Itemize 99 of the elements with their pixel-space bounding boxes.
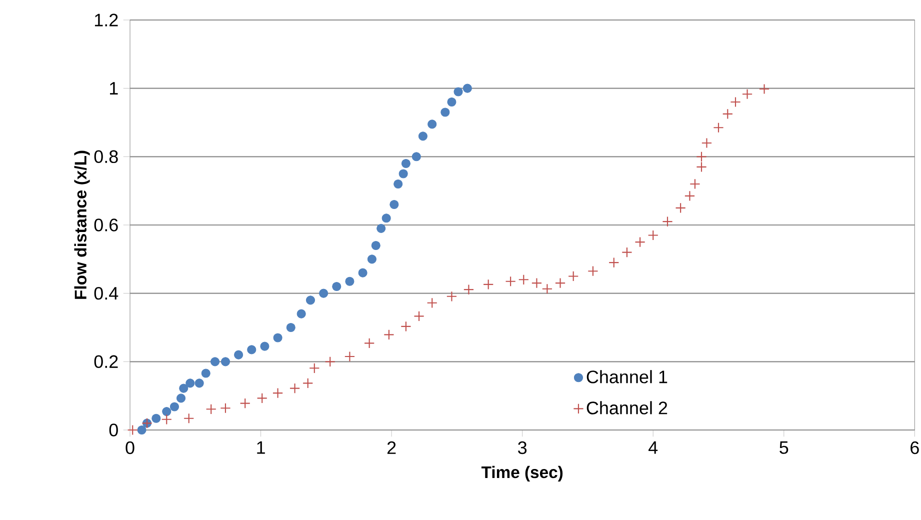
point <box>418 132 428 141</box>
point <box>176 394 186 403</box>
point <box>462 84 472 93</box>
point <box>184 413 194 424</box>
point <box>358 268 368 278</box>
point <box>398 169 408 178</box>
point <box>247 345 256 354</box>
point <box>186 378 195 388</box>
point <box>463 284 474 295</box>
y-tick-label: 0.6 <box>94 218 118 232</box>
point <box>554 278 566 288</box>
point <box>137 425 146 435</box>
point <box>505 276 516 287</box>
point <box>730 96 741 108</box>
point <box>324 356 336 367</box>
point <box>675 202 686 214</box>
point <box>426 298 438 308</box>
point <box>713 122 724 133</box>
point <box>390 200 399 210</box>
point <box>170 402 180 412</box>
point <box>690 178 700 190</box>
x-tick-label: 5 <box>780 441 788 454</box>
point <box>364 338 375 349</box>
point <box>296 309 306 318</box>
x-tick-label: 3 <box>518 441 527 454</box>
point <box>367 254 376 264</box>
x-tick-label: 0 <box>126 441 134 454</box>
point <box>201 368 210 378</box>
point <box>256 392 268 404</box>
point <box>206 404 216 414</box>
point <box>742 88 753 100</box>
point <box>722 108 733 120</box>
point <box>400 321 412 332</box>
point <box>345 276 354 286</box>
point <box>428 120 437 129</box>
point <box>309 362 320 374</box>
point <box>344 351 356 362</box>
point <box>531 278 542 288</box>
x-tick-label: 4 <box>648 441 658 454</box>
legend-label: Channel 1 <box>586 370 668 384</box>
y-tick-label: 0.2 <box>94 355 118 368</box>
point <box>588 266 598 276</box>
point <box>384 329 394 340</box>
point <box>622 246 632 258</box>
point <box>210 357 220 366</box>
point <box>482 279 494 290</box>
point <box>273 333 282 342</box>
x-tick-label: 1 <box>257 441 265 454</box>
point <box>447 97 456 107</box>
point <box>542 284 553 294</box>
y-tick-label: 1 <box>110 82 118 95</box>
legend-label: Channel 2 <box>586 401 668 414</box>
point <box>696 162 707 172</box>
point <box>260 342 270 351</box>
y-tick-label: 0.8 <box>94 150 118 164</box>
point <box>319 288 328 298</box>
point <box>220 357 230 366</box>
point <box>286 322 296 332</box>
point <box>220 402 231 414</box>
point <box>696 151 707 162</box>
point <box>371 240 380 250</box>
x-axis-title: Time (sec) <box>481 466 563 482</box>
point <box>568 270 579 282</box>
point <box>194 378 204 388</box>
point <box>446 291 458 302</box>
point <box>152 414 161 423</box>
point <box>240 398 250 409</box>
point <box>332 282 342 292</box>
point <box>701 138 712 148</box>
point <box>162 407 172 416</box>
point <box>161 414 172 425</box>
point <box>634 236 646 248</box>
point <box>518 274 529 285</box>
point <box>127 424 138 436</box>
point <box>758 84 770 94</box>
point <box>376 224 386 233</box>
point <box>179 384 188 393</box>
point <box>648 230 658 241</box>
point <box>234 350 244 360</box>
point <box>454 87 463 96</box>
point <box>272 388 284 398</box>
point <box>382 214 391 223</box>
point <box>412 152 421 162</box>
point <box>306 296 316 305</box>
point <box>662 216 673 227</box>
x-tick-label: 6 <box>910 441 919 454</box>
point <box>401 158 410 168</box>
x-tick-label: 2 <box>387 441 396 454</box>
y-tick-label: 0 <box>109 424 118 436</box>
point <box>414 310 424 322</box>
point <box>684 190 696 202</box>
point <box>289 382 300 394</box>
point <box>394 179 403 189</box>
y-tick-label: 1.2 <box>94 14 118 26</box>
point <box>302 378 314 389</box>
y-tick-label: 0.4 <box>94 286 118 300</box>
point <box>608 257 620 268</box>
point <box>440 108 450 117</box>
y-axis-title: Flow distance (x/L) <box>74 150 90 299</box>
